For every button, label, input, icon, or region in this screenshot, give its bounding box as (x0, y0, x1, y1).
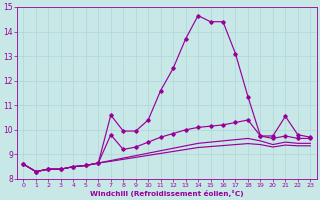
X-axis label: Windchill (Refroidissement éolien,°C): Windchill (Refroidissement éolien,°C) (90, 190, 244, 197)
